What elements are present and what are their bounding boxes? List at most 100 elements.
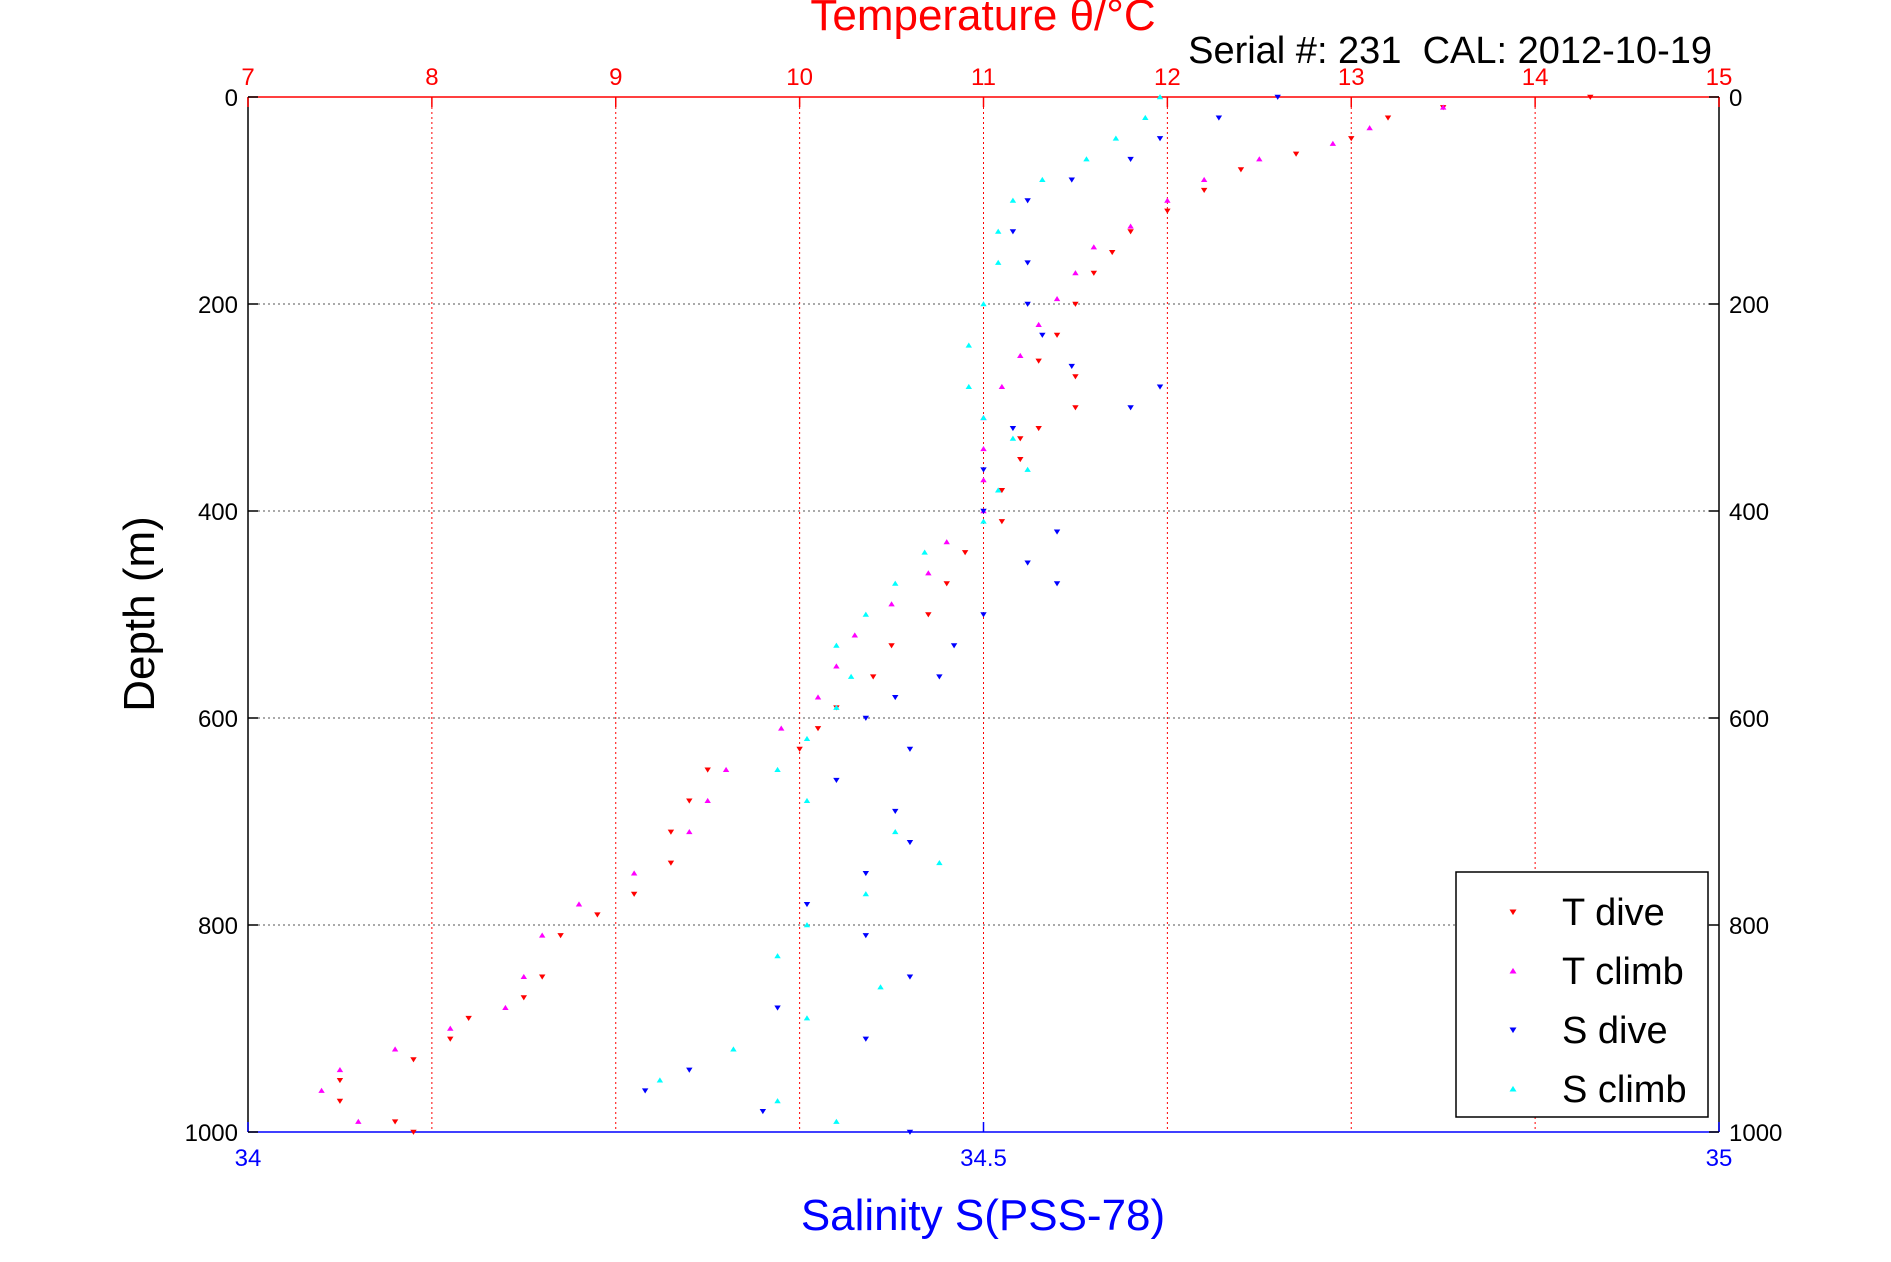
t-dive-point — [1237, 167, 1245, 173]
s-dive-point — [906, 974, 914, 980]
t-dive-point — [1017, 457, 1024, 463]
temperature-tick-label: 13 — [1338, 64, 1365, 91]
t-climb-point — [1090, 244, 1098, 250]
depth-tick-label: 800 — [198, 913, 238, 940]
t-dive-point — [998, 488, 1006, 494]
s-dive-point — [1274, 94, 1281, 100]
s-climb-point — [833, 642, 840, 648]
t-climb-point — [980, 477, 987, 483]
s-climb-point — [730, 1046, 737, 1052]
s-climb-point — [995, 228, 1002, 234]
t-dive-point — [943, 581, 950, 587]
temperature-tick-label: 14 — [1522, 64, 1549, 91]
t-dive-point — [1292, 151, 1300, 157]
s-dive-point — [1127, 405, 1134, 411]
depth-tick-label: 400 — [1729, 499, 1769, 526]
t-dive-point — [1035, 358, 1042, 364]
t-dive-point — [410, 1057, 417, 1063]
depth-tick-label: 600 — [198, 706, 238, 733]
t-dive-point — [1072, 301, 1079, 307]
t-climb-point — [980, 446, 987, 452]
s-dive-point — [1009, 229, 1017, 235]
s-dive-point — [906, 1129, 914, 1135]
s-dive-legend-label: S dive — [1562, 1010, 1668, 1052]
t-climb-legend-label: T climb — [1562, 951, 1684, 993]
t-dive-point — [925, 612, 932, 618]
s-climb-point — [1083, 156, 1090, 162]
t-dive-point — [1035, 425, 1042, 432]
s-climb-point — [965, 342, 972, 348]
s-climb-point — [980, 301, 987, 307]
depth-tick-label: 800 — [1729, 913, 1769, 940]
s-climb-point — [892, 580, 899, 586]
t-climb-point — [778, 725, 785, 731]
t-climb-point — [998, 383, 1006, 390]
s-dive-point — [1024, 198, 1031, 204]
t-climb-point — [1053, 295, 1061, 302]
s-climb-point — [774, 953, 781, 959]
s-climb-legend-marker — [1509, 1085, 1517, 1092]
s-climb-point — [921, 549, 928, 555]
t-dive-point — [1053, 332, 1061, 338]
s-climb-point — [862, 611, 870, 617]
s-dive-point — [1053, 581, 1061, 587]
s-dive-point — [1024, 260, 1031, 266]
salinity-tick-label: 34.5 — [960, 1145, 1007, 1172]
t-dive-point — [391, 1119, 399, 1125]
t-dive-point — [998, 519, 1006, 525]
s-dive-point — [862, 871, 870, 877]
temperature-tick-label: 10 — [786, 64, 813, 91]
x-axis-label-salinity: Salinity S(PSS-78) — [801, 1191, 1165, 1240]
legend-items: T dive T climb S dive S climb — [1509, 892, 1687, 1111]
s-climb-point — [877, 984, 884, 990]
depth-tick-labels-right: 0 200 400 600 800 1000 — [1709, 85, 1782, 1147]
s-dive-point — [862, 1036, 870, 1042]
t-climb-point — [1072, 270, 1079, 276]
s-dive-point — [980, 467, 987, 473]
chart-subtitle: Serial #: 231 CAL: 2012-10-19 — [1188, 30, 1712, 72]
s-climb-point — [833, 1118, 840, 1124]
s-climb-point — [1009, 197, 1017, 203]
t-dive-point — [336, 1098, 344, 1104]
s-climb-point — [862, 891, 870, 897]
y-axis-label: Depth (m) — [115, 516, 164, 712]
temperature-tick-label: 15 — [1706, 64, 1733, 91]
s-dive-legend-marker — [1509, 1027, 1517, 1034]
t-climb-point — [1200, 176, 1208, 183]
s-dive-point — [980, 508, 987, 514]
t-climb-point — [630, 870, 638, 876]
s-climb-point — [1009, 435, 1017, 441]
s-climb-point — [803, 797, 811, 804]
t-dive-legend-label: T dive — [1562, 892, 1665, 934]
s-climb-point — [980, 518, 987, 524]
s-climb-point — [995, 487, 1002, 493]
t-climb-point — [391, 1046, 399, 1052]
s-dive-point — [641, 1088, 649, 1094]
t-dive-point — [1200, 187, 1208, 194]
s-climb-point — [892, 828, 899, 835]
t-climb-point — [1164, 197, 1171, 203]
t-dive-point — [1072, 405, 1079, 411]
s-climb-point — [803, 735, 811, 741]
t-dive-point — [888, 643, 895, 649]
t-climb-point — [447, 1025, 454, 1031]
t-dive-point — [630, 891, 638, 897]
s-climb-point — [847, 673, 855, 679]
t-dive-point — [1384, 115, 1392, 121]
s-climb-point — [980, 414, 987, 421]
s-dive-point — [980, 612, 987, 618]
s-dive-point — [1156, 136, 1164, 142]
t-climb-point — [722, 766, 730, 772]
s-climb-point — [774, 766, 781, 772]
s-climb-point — [833, 704, 840, 710]
t-dive-point — [1072, 374, 1079, 380]
t-dive-point — [594, 912, 601, 918]
t-dive-point — [796, 746, 803, 752]
s-dive-point — [892, 695, 899, 701]
legend-box — [1455, 871, 1709, 1118]
t-climb-point — [318, 1087, 325, 1093]
t-dive-point — [465, 1015, 472, 1022]
t-climb-point — [851, 632, 858, 638]
salinity-tick-label: 35 — [1706, 1145, 1733, 1172]
